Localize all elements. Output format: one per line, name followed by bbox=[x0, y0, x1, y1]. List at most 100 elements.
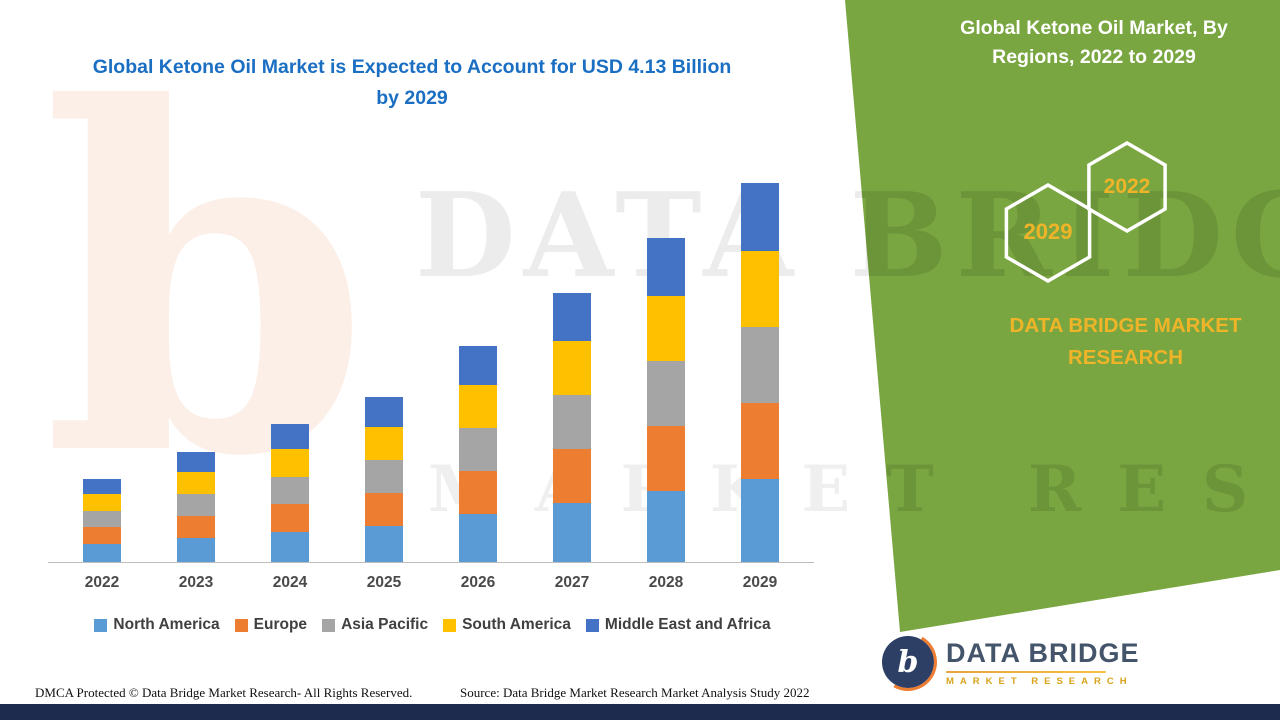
plot-area bbox=[55, 182, 807, 562]
x-axis-label: 2024 bbox=[272, 574, 308, 591]
bar-stack bbox=[271, 423, 309, 562]
watermark-b-logo: b bbox=[42, 7, 371, 559]
hexagon-2022-label: 2022 bbox=[1103, 175, 1151, 198]
bar-segment-asia-pacific bbox=[177, 494, 215, 517]
legend-label: Middle East and Africa bbox=[604, 616, 771, 633]
bar-segment-south-america bbox=[365, 427, 403, 461]
source-note: Source: Data Bridge Market Research Mark… bbox=[460, 685, 810, 700]
logo-title: DATA BRIDGE bbox=[946, 637, 1140, 668]
legend-item: Europe bbox=[234, 616, 307, 634]
dmca-notice: DMCA Protected © Data Bridge Market Rese… bbox=[35, 685, 413, 700]
legend-item: North America bbox=[94, 616, 220, 634]
legend-swatch-icon bbox=[322, 618, 336, 632]
bar-column bbox=[619, 182, 713, 562]
chart-legend: North America Europe Asia Pacific South Ame… bbox=[35, 616, 830, 634]
bar-segment-asia-pacific bbox=[459, 428, 497, 472]
bar-column bbox=[149, 182, 243, 562]
bar-segment-north-america bbox=[553, 503, 591, 562]
legend-item: Middle East and Africa bbox=[585, 616, 771, 634]
x-axis-label: 2025 bbox=[366, 574, 402, 591]
bar-segment-asia-pacific bbox=[553, 395, 591, 450]
bar-segment-north-america bbox=[177, 538, 215, 562]
bar-segment-asia-pacific bbox=[365, 460, 403, 494]
bar-segment-middle-east-and-africa bbox=[365, 396, 403, 428]
x-axis-label: 2022 bbox=[84, 574, 120, 591]
bar-segment-europe bbox=[83, 527, 121, 544]
bar-segment-europe bbox=[177, 516, 215, 539]
watermark-line1-on-panel: DATA BRIDGE bbox=[415, 168, 1280, 304]
bar-column bbox=[713, 182, 807, 562]
bar-column bbox=[243, 182, 337, 562]
watermark-line2-on-panel: MARKET RESEARCH bbox=[428, 452, 1280, 527]
x-axis: 2022 2023 2024 2025 2026 2027 2028 2029 bbox=[55, 574, 807, 592]
legend-label: North America bbox=[113, 616, 220, 633]
bar-segment-north-america bbox=[83, 543, 121, 562]
bar-segment-north-america bbox=[271, 531, 309, 562]
hexagon-2022-icon bbox=[1087, 140, 1167, 234]
legend-label: Asia Pacific bbox=[341, 616, 429, 633]
databridge-logo-icon: b bbox=[882, 636, 934, 688]
bar-segment-middle-east-and-africa bbox=[741, 182, 779, 251]
bar-segment-north-america bbox=[459, 514, 497, 562]
bar-segment-south-america bbox=[553, 341, 591, 396]
bar-segment-europe bbox=[459, 471, 497, 515]
x-axis-label: 2026 bbox=[460, 574, 496, 591]
bar-segment-middle-east-and-africa bbox=[647, 237, 685, 296]
hexagons-icon bbox=[1004, 140, 1167, 284]
bar-column bbox=[55, 182, 149, 562]
bar-segment-middle-east-and-africa bbox=[83, 478, 121, 495]
x-axis-label: 2027 bbox=[554, 574, 590, 591]
legend-item: South America bbox=[443, 616, 571, 634]
bar-segment-europe bbox=[647, 426, 685, 492]
bar-column bbox=[431, 182, 525, 562]
bar-segment-south-america bbox=[177, 472, 215, 495]
bottom-navy-bar bbox=[0, 704, 1280, 720]
bar-stack bbox=[647, 237, 685, 562]
bar-stack bbox=[553, 293, 591, 562]
legend-label: South America bbox=[462, 616, 571, 633]
bar-segment-europe bbox=[271, 504, 309, 532]
bar-column bbox=[525, 182, 619, 562]
bar-segment-south-america bbox=[741, 250, 779, 328]
bar-segment-north-america bbox=[365, 526, 403, 562]
x-axis-label: 2023 bbox=[178, 574, 214, 591]
footer-logo: b DATA BRIDGE MARKET RESEARCH bbox=[882, 636, 1140, 688]
side-panel-title: Global Ketone Oil Market, By Regions, 20… bbox=[960, 17, 1228, 68]
bar-segment-europe bbox=[741, 403, 779, 480]
chart-title: Global Ketone Oil Market is Expected to … bbox=[92, 56, 732, 109]
legend-swatch-icon bbox=[585, 618, 599, 632]
hexagon-2029-label: 2029 bbox=[1023, 219, 1073, 244]
bar-stack bbox=[177, 451, 215, 562]
databridge-logo-letter: b bbox=[897, 644, 919, 680]
databridge-logo-text: DATA BRIDGE MARKET RESEARCH bbox=[946, 638, 1140, 687]
legend-swatch-icon bbox=[94, 618, 108, 632]
bar-column bbox=[337, 182, 431, 562]
logo-underline bbox=[946, 670, 1106, 673]
logo-subtitle: MARKET RESEARCH bbox=[946, 675, 1133, 687]
x-axis-line bbox=[48, 562, 814, 563]
bar-segment-middle-east-and-africa bbox=[553, 293, 591, 342]
bar-segment-middle-east-and-africa bbox=[459, 345, 497, 386]
bar-stack bbox=[459, 345, 497, 562]
x-axis-label: 2028 bbox=[648, 574, 684, 591]
bar-segment-north-america bbox=[647, 491, 685, 562]
bar-segment-asia-pacific bbox=[647, 360, 685, 427]
legend-swatch-icon bbox=[234, 618, 248, 632]
bar-segment-europe bbox=[365, 493, 403, 527]
x-axis-label: 2029 bbox=[742, 574, 778, 591]
bar-segment-asia-pacific bbox=[83, 510, 121, 528]
bar-segment-asia-pacific bbox=[741, 327, 779, 404]
bar-segment-south-america bbox=[83, 494, 121, 511]
bar-stack bbox=[83, 478, 121, 562]
bar-stack bbox=[365, 396, 403, 562]
bar-segment-south-america bbox=[647, 295, 685, 361]
legend-item: Asia Pacific bbox=[322, 616, 428, 634]
bar-segment-middle-east-and-africa bbox=[177, 451, 215, 473]
bar-segment-north-america bbox=[741, 479, 779, 562]
bar-segment-south-america bbox=[459, 385, 497, 429]
bar-segment-south-america bbox=[271, 449, 309, 477]
bar-stack bbox=[741, 182, 779, 562]
bar-segment-asia-pacific bbox=[271, 476, 309, 505]
